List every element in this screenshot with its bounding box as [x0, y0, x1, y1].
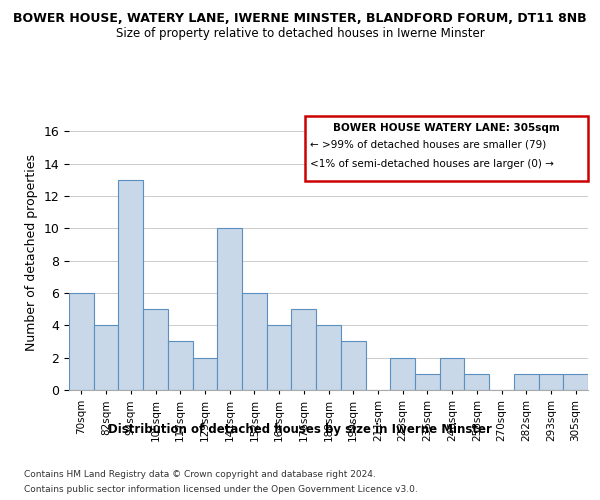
Bar [292, 309, 316, 390]
Bar [242, 293, 267, 390]
Bar [168, 342, 193, 390]
Text: Size of property relative to detached houses in Iwerne Minster: Size of property relative to detached ho… [116, 28, 484, 40]
Text: Contains HM Land Registry data © Crown copyright and database right 2024.: Contains HM Land Registry data © Crown c… [24, 470, 376, 479]
Bar [514, 374, 539, 390]
Bar [193, 358, 217, 390]
FancyBboxPatch shape [305, 116, 588, 181]
Bar [464, 374, 489, 390]
Text: Distribution of detached houses by size in Iwerne Minster: Distribution of detached houses by size … [108, 422, 492, 436]
Text: BOWER HOUSE WATERY LANE: 305sqm: BOWER HOUSE WATERY LANE: 305sqm [333, 123, 560, 133]
Bar [341, 342, 365, 390]
Bar [563, 374, 588, 390]
Bar [539, 374, 563, 390]
Bar [316, 326, 341, 390]
Text: Contains public sector information licensed under the Open Government Licence v3: Contains public sector information licen… [24, 485, 418, 494]
Bar [390, 358, 415, 390]
Y-axis label: Number of detached properties: Number of detached properties [25, 154, 38, 351]
Bar [415, 374, 440, 390]
Text: <1% of semi-detached houses are larger (0) →: <1% of semi-detached houses are larger (… [310, 159, 554, 169]
Bar [440, 358, 464, 390]
Bar [267, 326, 292, 390]
Bar [217, 228, 242, 390]
Bar [118, 180, 143, 390]
Bar [143, 309, 168, 390]
Text: BOWER HOUSE, WATERY LANE, IWERNE MINSTER, BLANDFORD FORUM, DT11 8NB: BOWER HOUSE, WATERY LANE, IWERNE MINSTER… [13, 12, 587, 26]
Text: ← >99% of detached houses are smaller (79): ← >99% of detached houses are smaller (7… [310, 140, 547, 150]
Bar [94, 326, 118, 390]
Bar [69, 293, 94, 390]
